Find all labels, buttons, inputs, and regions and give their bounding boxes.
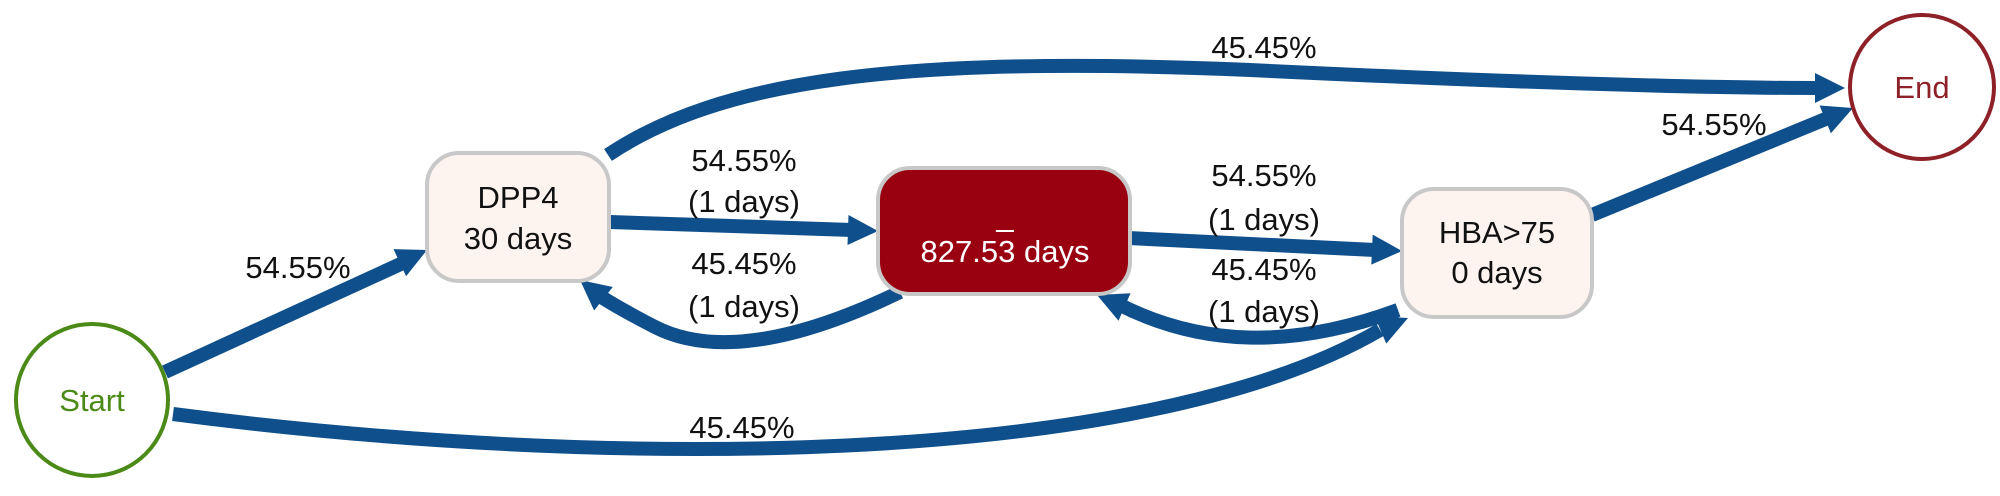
edge-label-dpp4-to-blank: 54.55% <box>691 143 796 178</box>
arrowhead-dpp4-to-end <box>1815 73 1845 103</box>
node-hba-name: HBA>75 <box>1439 215 1555 250</box>
edge-start-to-hba[interactable] <box>172 316 1408 456</box>
node-end-circle <box>1848 13 1996 161</box>
arrowhead-blank-to-dpp4 <box>580 280 613 311</box>
node-dpp4-duration: 30 days <box>464 221 573 256</box>
edge-label-dpp4-to-end: 45.45% <box>1211 30 1316 65</box>
node-end-label: End <box>1894 70 1949 105</box>
node-start-circle <box>14 322 170 478</box>
edge-dpp4-to-end[interactable] <box>604 58 1845 161</box>
edge-label-blank-to-hba: 54.55% <box>1211 158 1316 193</box>
edge-blank-to-hba[interactable] <box>1127 231 1402 265</box>
arrowhead-hba-to-end <box>1819 105 1853 134</box>
edge-dpp4-to-blank[interactable] <box>609 215 878 245</box>
edge-sublabel-hba-to-blank: (1 days) <box>1208 294 1320 329</box>
edge-hba-to-blank[interactable] <box>1097 293 1401 345</box>
node-blank-name: _ <box>995 198 1014 233</box>
node-blank-duration: 827.53 days <box>921 234 1090 269</box>
edge-label-start-to-dpp4: 54.55% <box>245 250 350 285</box>
edge-label-hba-to-blank: 45.45% <box>1211 252 1316 287</box>
edge-sublabel-blank-to-dpp4: (1 days) <box>688 289 800 324</box>
node-blank[interactable]: _ 827.53 days <box>876 166 1132 296</box>
edge-label-blank-to-dpp4: 45.45% <box>691 246 796 281</box>
arrowhead-dpp4-to-blank <box>847 215 878 245</box>
node-start-label: Start <box>59 383 125 418</box>
edge-label-start-to-hba: 45.45% <box>689 410 794 445</box>
edge-label-hba-to-end: 54.55% <box>1661 107 1766 142</box>
node-blank-box <box>876 166 1132 296</box>
node-dpp4-box <box>425 151 611 283</box>
arrowhead-start-to-hba <box>1374 316 1408 344</box>
node-hba-box <box>1400 187 1594 319</box>
nodes: Start End DPP4 30 days _ 827.53 days HBA… <box>14 13 1996 478</box>
node-start[interactable]: Start <box>14 322 170 478</box>
node-hba[interactable]: HBA>75 0 days <box>1400 187 1594 319</box>
arrowhead-start-to-dpp4 <box>393 249 427 277</box>
edge-blank-to-dpp4[interactable] <box>580 280 904 350</box>
edge-start-to-dpp4[interactable] <box>162 249 427 379</box>
edge-sublabel-dpp4-to-blank: (1 days) <box>688 184 800 219</box>
node-dpp4-name: DPP4 <box>478 180 559 215</box>
node-hba-duration: 0 days <box>1451 255 1542 290</box>
arrowhead-blank-to-hba <box>1371 234 1402 265</box>
node-dpp4[interactable]: DPP4 30 days <box>425 151 611 283</box>
node-end[interactable]: End <box>1848 13 1996 161</box>
edge-hba-to-end[interactable] <box>1589 105 1853 222</box>
edge-sublabel-blank-to-hba: (1 days) <box>1208 202 1320 237</box>
arrowhead-hba-to-blank <box>1097 293 1131 321</box>
edges: 54.55% 45.45% 45.45% 54.55% (1 days) 45.… <box>162 30 1853 456</box>
